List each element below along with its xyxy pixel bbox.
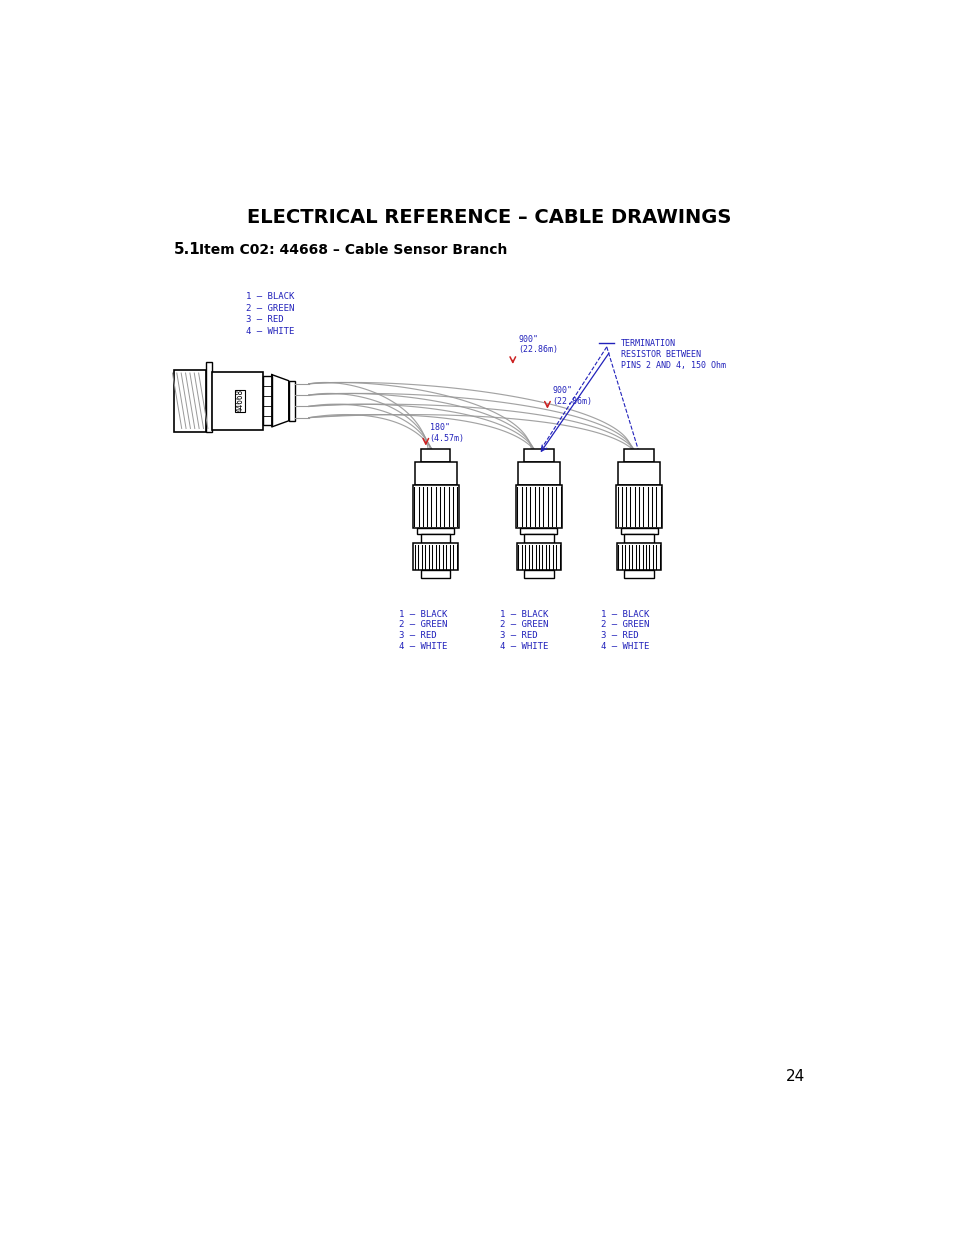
- Text: ELECTRICAL REFERENCE – CABLE DRAWINGS: ELECTRICAL REFERENCE – CABLE DRAWINGS: [247, 207, 730, 227]
- Bar: [420, 448, 450, 462]
- Bar: [616, 485, 661, 527]
- Bar: [517, 462, 559, 485]
- Bar: [616, 543, 660, 571]
- Bar: [413, 543, 457, 571]
- Bar: [206, 362, 213, 431]
- Text: 3 – RED: 3 – RED: [600, 631, 638, 640]
- Text: 4 – WHITE: 4 – WHITE: [500, 642, 548, 651]
- Text: 44668: 44668: [235, 389, 244, 412]
- Text: 3 – RED: 3 – RED: [398, 631, 436, 640]
- Bar: [413, 485, 458, 527]
- Bar: [517, 543, 560, 571]
- Text: 1 – BLACK: 1 – BLACK: [398, 610, 447, 619]
- Text: Item C02: 44668 – Cable Sensor Branch: Item C02: 44668 – Cable Sensor Branch: [198, 243, 506, 257]
- Bar: [620, 527, 657, 534]
- Bar: [524, 571, 553, 578]
- Text: 4 – WHITE: 4 – WHITE: [246, 327, 294, 336]
- Text: 1 – BLACK: 1 – BLACK: [500, 610, 548, 619]
- Text: 1 – BLACK: 1 – BLACK: [600, 610, 648, 619]
- Bar: [213, 372, 262, 430]
- Bar: [420, 571, 450, 578]
- Bar: [624, 448, 653, 462]
- Text: 900"
(22.86m): 900" (22.86m): [552, 387, 592, 406]
- Bar: [516, 485, 561, 527]
- Bar: [289, 380, 294, 421]
- Text: 4 – WHITE: 4 – WHITE: [398, 642, 447, 651]
- Text: 2 – GREEN: 2 – GREEN: [600, 620, 648, 630]
- Bar: [420, 534, 450, 543]
- Bar: [173, 370, 206, 431]
- Text: 5.1: 5.1: [173, 242, 200, 257]
- Text: 4 – WHITE: 4 – WHITE: [600, 642, 648, 651]
- Bar: [624, 571, 653, 578]
- Text: 3 – RED: 3 – RED: [500, 631, 537, 640]
- Bar: [624, 534, 653, 543]
- Text: 24: 24: [785, 1068, 804, 1083]
- Bar: [524, 534, 553, 543]
- Text: 2 – GREEN: 2 – GREEN: [246, 304, 294, 312]
- Text: 1 – BLACK: 1 – BLACK: [246, 293, 294, 301]
- Text: 180"
(4.57m): 180" (4.57m): [429, 424, 464, 443]
- Text: 2 – GREEN: 2 – GREEN: [500, 620, 548, 630]
- Text: TERMINATION
RESISTOR BETWEEN
PINS 2 AND 4, 150 Ohm: TERMINATION RESISTOR BETWEEN PINS 2 AND …: [620, 340, 725, 370]
- Bar: [520, 527, 557, 534]
- Bar: [262, 377, 272, 425]
- Text: 3 – RED: 3 – RED: [246, 315, 284, 325]
- Bar: [524, 448, 553, 462]
- Bar: [234, 390, 245, 411]
- Text: 2 – GREEN: 2 – GREEN: [398, 620, 447, 630]
- Bar: [416, 527, 454, 534]
- Text: 900"
(22.86m): 900" (22.86m): [517, 335, 558, 354]
- Bar: [618, 462, 659, 485]
- Bar: [415, 462, 456, 485]
